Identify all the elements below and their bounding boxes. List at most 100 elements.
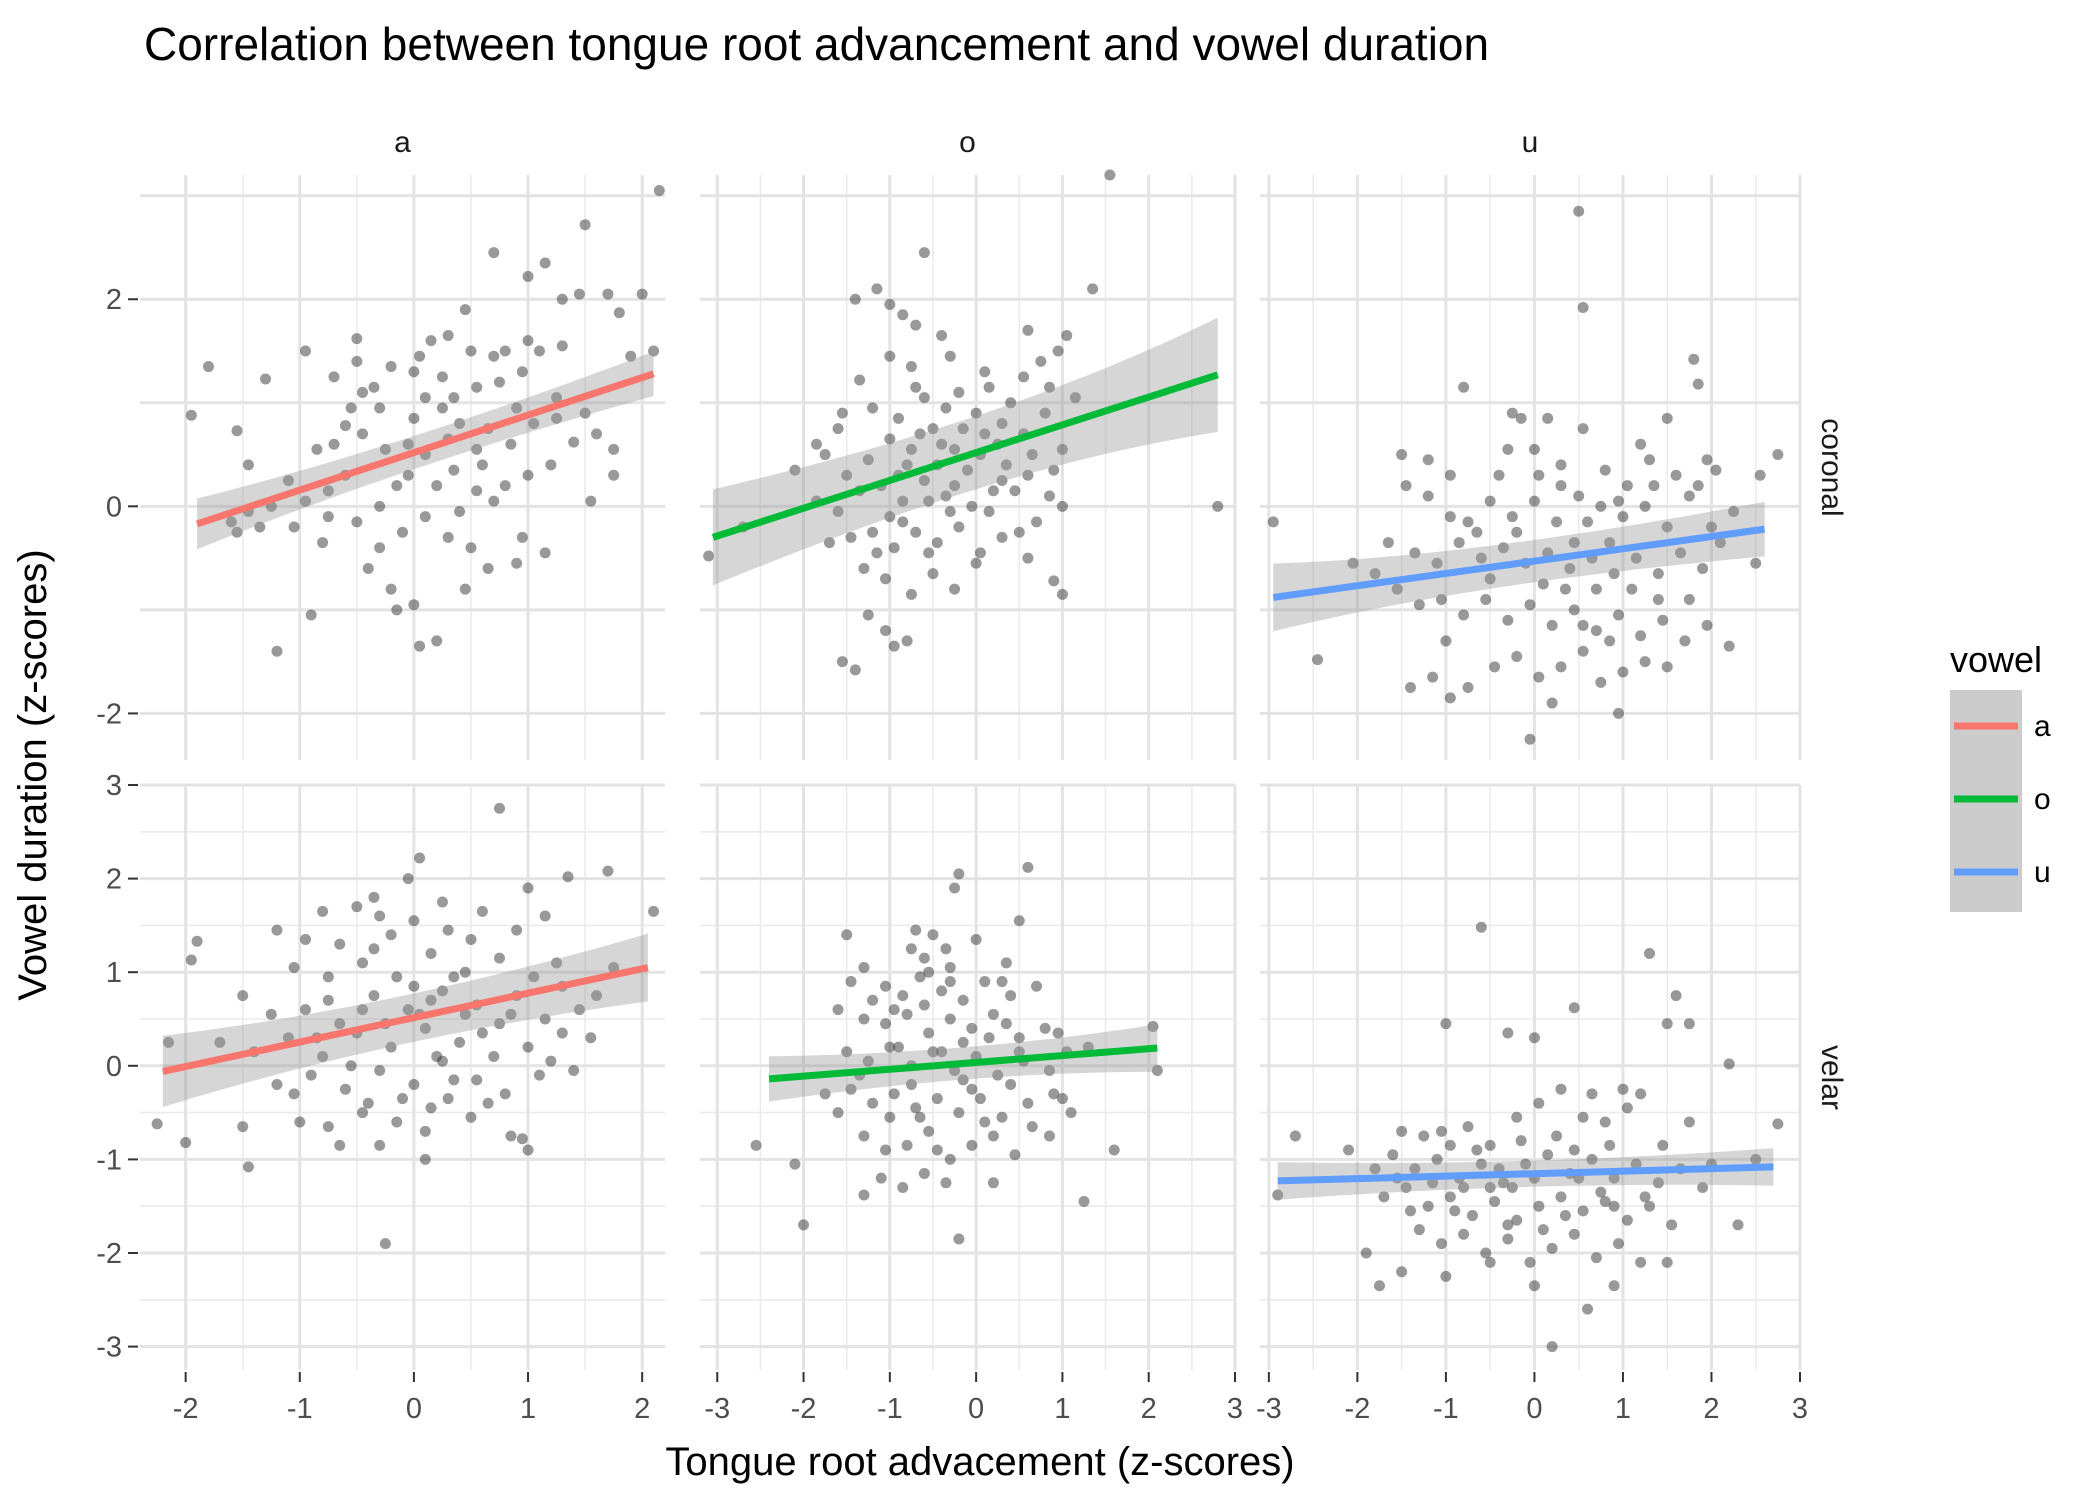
data-point [1515,1135,1527,1147]
data-point [1026,1121,1038,1133]
data-point [374,1064,386,1076]
data-point [613,307,625,319]
data-point [1418,1130,1430,1142]
data-point [1043,1064,1055,1076]
data-point [1506,511,1518,523]
data-point [832,423,844,435]
data-point [1750,1153,1762,1165]
data-point [1555,661,1567,673]
data-point [1378,1191,1390,1203]
data-point [987,1130,999,1142]
data-point [1630,1158,1642,1170]
data-point [953,868,965,880]
data-point [1413,1224,1425,1236]
data-point [871,547,883,559]
data-point [1022,324,1034,336]
y-tick-label: -2 [96,698,122,730]
data-point [511,924,523,936]
fit-line-u [1272,525,1766,601]
data-point [1396,449,1408,461]
data-point [499,480,511,492]
data-point [1502,1219,1514,1231]
data-point [1048,575,1060,587]
data-point [317,1050,329,1062]
data-point [1555,1191,1567,1203]
data-point [819,449,831,461]
data-point [923,547,935,559]
data-point [1484,1256,1496,1268]
data-point [949,882,961,894]
data-point [1772,449,1784,461]
data-point [391,971,403,983]
data-point [591,990,603,1002]
data-point [962,464,973,476]
data-point [260,373,272,385]
data-point [858,562,870,574]
data-point [1043,381,1055,393]
data-point [231,425,243,437]
data-point [419,1125,431,1137]
data-point [983,381,995,393]
data-point [1502,1233,1514,1245]
data-point [884,298,896,310]
data-point [494,802,506,814]
data-point [854,374,866,386]
data-point [1360,1247,1372,1259]
x-tick-label: 0 [406,1393,422,1425]
y-tick-label: 0 [106,1051,122,1083]
fit-line-o [768,1044,1158,1083]
panel-a-velar [140,783,665,1370]
data-point [351,901,363,913]
data-point [944,1153,956,1165]
data-point [1732,1219,1744,1231]
data-point [465,542,477,554]
data-point [1497,542,1509,554]
data-point [414,852,426,864]
data-point [897,1181,909,1193]
data-point [1533,1097,1545,1109]
data-point [374,910,386,922]
data-point [1590,583,1602,595]
data-point [345,402,357,414]
data-point [1528,1032,1540,1044]
data-point [385,1041,397,1053]
data-point [436,896,448,908]
data-point [1577,423,1589,435]
y-tick-label: 2 [106,864,122,896]
data-point [798,1219,810,1231]
data-point [1608,1200,1620,1212]
fit-line-u [1277,1163,1774,1185]
data-point [1599,464,1611,476]
x-tick-label: 3 [1227,1393,1243,1425]
data-point [608,962,620,974]
data-point [1599,1196,1611,1208]
data-point [905,588,917,600]
data-point [931,537,943,549]
data-point [1475,921,1487,933]
data-point [1590,1252,1602,1264]
data-point [923,1027,935,1039]
data-point [1511,526,1523,538]
data-point [1435,594,1447,606]
data-point [1644,454,1656,466]
data-point [471,1074,483,1086]
x-tick-label: 2 [634,1393,650,1425]
data-point [1670,990,1682,1002]
data-point [1644,1200,1656,1212]
data-point [1599,1116,1611,1128]
data-point [1458,1228,1470,1240]
data-point [871,283,883,295]
data-point [1728,506,1740,518]
data-point [551,412,563,424]
data-point [556,293,568,305]
data-point [1502,614,1514,626]
data-point [328,371,340,383]
data-point [1000,1018,1012,1030]
data-point [953,1233,965,1245]
data-point [1458,609,1470,621]
data-point [1705,521,1717,533]
data-point [880,1018,892,1030]
data-point [1396,1125,1408,1137]
data-point [970,407,982,419]
data-point [841,469,853,481]
